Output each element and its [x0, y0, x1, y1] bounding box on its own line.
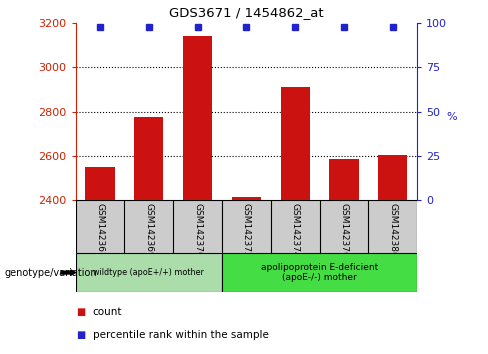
Text: percentile rank within the sample: percentile rank within the sample [93, 330, 268, 339]
Bar [378, 155, 407, 200]
Text: ■: ■ [76, 330, 85, 339]
Title: GDS3671 / 1454862_at: GDS3671 / 1454862_at [169, 6, 324, 19]
Text: count: count [93, 307, 122, 316]
Text: GSM142372: GSM142372 [242, 202, 251, 257]
Text: GSM142369: GSM142369 [144, 202, 153, 257]
Text: GSM142370: GSM142370 [193, 202, 202, 257]
Y-axis label: %: % [446, 112, 457, 121]
Bar [232, 197, 261, 200]
Bar [222, 253, 417, 292]
Text: GSM142367: GSM142367 [96, 202, 104, 257]
Bar [76, 253, 222, 292]
Bar [134, 117, 163, 200]
Text: wildtype (apoE+/+) mother: wildtype (apoE+/+) mother [93, 268, 204, 277]
Text: GSM142380: GSM142380 [388, 202, 397, 257]
Bar [85, 167, 115, 200]
Text: GSM142376: GSM142376 [340, 202, 348, 257]
Text: ■: ■ [76, 307, 85, 316]
Text: genotype/variation: genotype/variation [5, 268, 98, 278]
Text: apolipoprotein E-deficient
(apoE-/-) mother: apolipoprotein E-deficient (apoE-/-) mot… [261, 263, 378, 282]
Bar [329, 159, 359, 200]
Text: GSM142374: GSM142374 [291, 202, 300, 257]
Bar [281, 87, 310, 200]
Bar [183, 36, 212, 200]
